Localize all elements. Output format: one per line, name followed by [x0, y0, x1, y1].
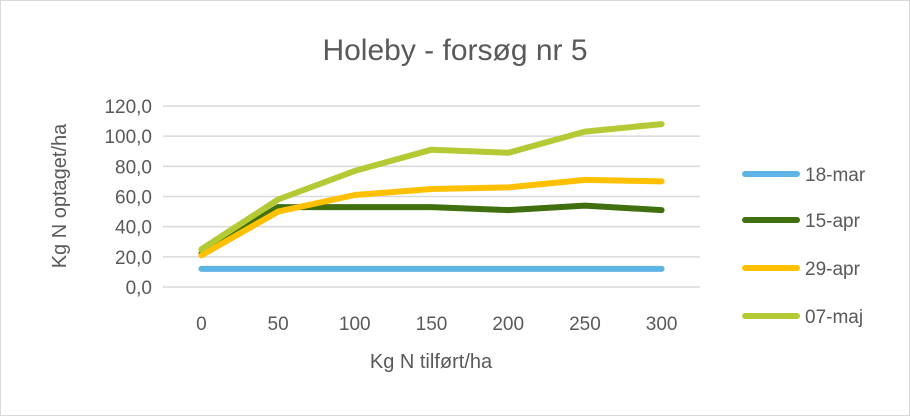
x-tick-label: 100 — [339, 314, 371, 335]
x-tick-label: 300 — [646, 314, 678, 335]
legend-label: 07-maj — [805, 307, 863, 328]
x-axis-label: Kg N tilført/ha — [370, 351, 493, 373]
y-tick-label: 20,0 — [115, 248, 152, 269]
x-tick-label: 0 — [196, 314, 207, 335]
series-line-07-maj — [198, 121, 665, 253]
chart-title: Holeby - forsøg nr 5 — [322, 34, 587, 67]
x-axis-ticks: 0 50 100 150 200 250 300 — [196, 314, 677, 335]
y-tick-label: 40,0 — [115, 218, 152, 239]
legend-label: 15-apr — [805, 211, 861, 232]
y-tick-label: 120,0 — [104, 97, 152, 118]
series-line-15-apr — [198, 202, 665, 257]
y-axis-label: Kg N optaget/ha — [49, 123, 71, 268]
series-line-29-apr — [198, 176, 665, 259]
legend: 18-mar 15-apr 29-apr 07-maj — [742, 165, 866, 328]
legend-label: 18-mar — [805, 165, 866, 186]
legend-label: 29-apr — [805, 259, 861, 280]
x-tick-label: 50 — [268, 314, 289, 335]
series-lines — [198, 121, 665, 272]
y-axis-ticks: 0,0 20,0 40,0 60,0 80,0 100,0 120,0 — [104, 97, 152, 299]
y-tick-label: 80,0 — [115, 157, 152, 178]
x-tick-label: 250 — [569, 314, 601, 335]
gridlines — [163, 105, 700, 288]
y-tick-label: 60,0 — [115, 188, 152, 209]
x-tick-label: 200 — [492, 314, 524, 335]
y-tick-label: 0,0 — [126, 278, 152, 299]
y-tick-label: 100,0 — [104, 127, 152, 148]
x-tick-label: 150 — [416, 314, 448, 335]
